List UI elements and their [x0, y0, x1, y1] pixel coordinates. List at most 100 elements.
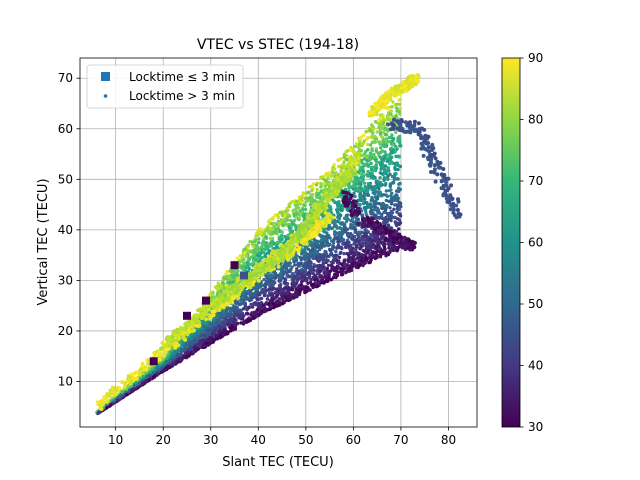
data-point	[284, 264, 289, 268]
data-point	[268, 236, 272, 241]
data-point	[375, 160, 379, 164]
data-point	[241, 298, 246, 303]
data-point	[369, 167, 374, 172]
data-point	[387, 199, 391, 203]
data-point	[221, 281, 225, 285]
data-point	[366, 148, 370, 152]
data-point	[349, 222, 353, 227]
data-point	[232, 314, 237, 318]
data-point	[330, 226, 334, 230]
data-point	[300, 194, 304, 199]
data-point	[266, 294, 270, 298]
data-point	[384, 141, 388, 145]
data-point	[360, 161, 364, 165]
data-point	[299, 272, 303, 276]
data-point	[225, 318, 229, 323]
data-point	[394, 144, 398, 149]
data-point	[299, 287, 303, 291]
data-point	[241, 301, 246, 306]
data-point	[257, 285, 262, 289]
data-point	[309, 277, 313, 282]
data-point	[297, 262, 301, 266]
data-point	[258, 293, 262, 297]
data-point	[335, 236, 339, 241]
data-point	[375, 130, 379, 134]
data-point	[332, 167, 337, 171]
data-point	[202, 324, 206, 328]
data-point	[384, 144, 389, 148]
data-point	[315, 269, 319, 274]
data-point	[349, 243, 353, 248]
data-point	[385, 219, 390, 223]
data-point	[362, 133, 366, 137]
data-point	[251, 245, 255, 249]
data-point	[309, 261, 313, 265]
data-point	[257, 240, 261, 245]
data-point	[218, 329, 222, 333]
data-point	[386, 174, 390, 178]
data-point	[398, 181, 402, 186]
data-point	[397, 98, 401, 102]
data-point	[326, 263, 331, 267]
data-point	[351, 254, 355, 258]
data-point	[336, 240, 340, 244]
data-point	[327, 254, 331, 259]
data-point	[244, 254, 248, 258]
data-point	[342, 153, 347, 157]
data-point	[189, 335, 193, 340]
data-point	[379, 150, 383, 154]
data-point	[322, 265, 326, 269]
data-point	[296, 278, 300, 282]
data-point	[307, 274, 312, 279]
data-point	[212, 316, 216, 321]
data-point	[276, 215, 280, 220]
data-point	[398, 141, 402, 145]
data-point	[269, 232, 273, 236]
data-point	[394, 189, 399, 193]
data-point	[280, 230, 284, 234]
data-point	[267, 287, 271, 292]
data-point	[291, 272, 295, 276]
data-point	[339, 231, 344, 235]
data-point	[359, 197, 364, 202]
data-point	[295, 205, 299, 210]
data-point	[363, 163, 367, 168]
data-point	[366, 154, 370, 158]
data-point	[311, 282, 315, 287]
data-point	[305, 256, 309, 260]
data-point	[246, 245, 250, 249]
data-point	[297, 216, 301, 220]
data-point	[390, 105, 394, 109]
data-point	[391, 137, 396, 141]
data-point	[393, 203, 397, 207]
data-point	[278, 273, 282, 277]
data-point	[333, 230, 337, 234]
data-point	[361, 169, 365, 173]
data-point	[356, 176, 360, 180]
data-point	[268, 226, 273, 230]
data-point	[271, 273, 276, 278]
data-point	[337, 201, 341, 205]
data-point	[347, 253, 351, 257]
data-point	[285, 268, 289, 272]
data-point	[303, 247, 307, 251]
data-point	[284, 237, 289, 241]
data-point	[249, 262, 254, 267]
data-point	[356, 144, 360, 149]
data-point	[260, 256, 264, 260]
data-point	[302, 285, 307, 289]
data-point	[125, 392, 129, 397]
data-point	[347, 269, 351, 273]
data-point	[378, 215, 382, 219]
data-point	[372, 208, 377, 212]
data-point	[265, 297, 270, 301]
data-point	[374, 163, 378, 167]
data-point	[245, 311, 249, 316]
data-point	[309, 193, 313, 197]
data-point	[339, 250, 343, 255]
data-point	[382, 193, 386, 197]
data-point	[387, 246, 391, 250]
data-point	[381, 114, 385, 118]
data-point	[371, 131, 375, 135]
data-point	[371, 124, 375, 129]
